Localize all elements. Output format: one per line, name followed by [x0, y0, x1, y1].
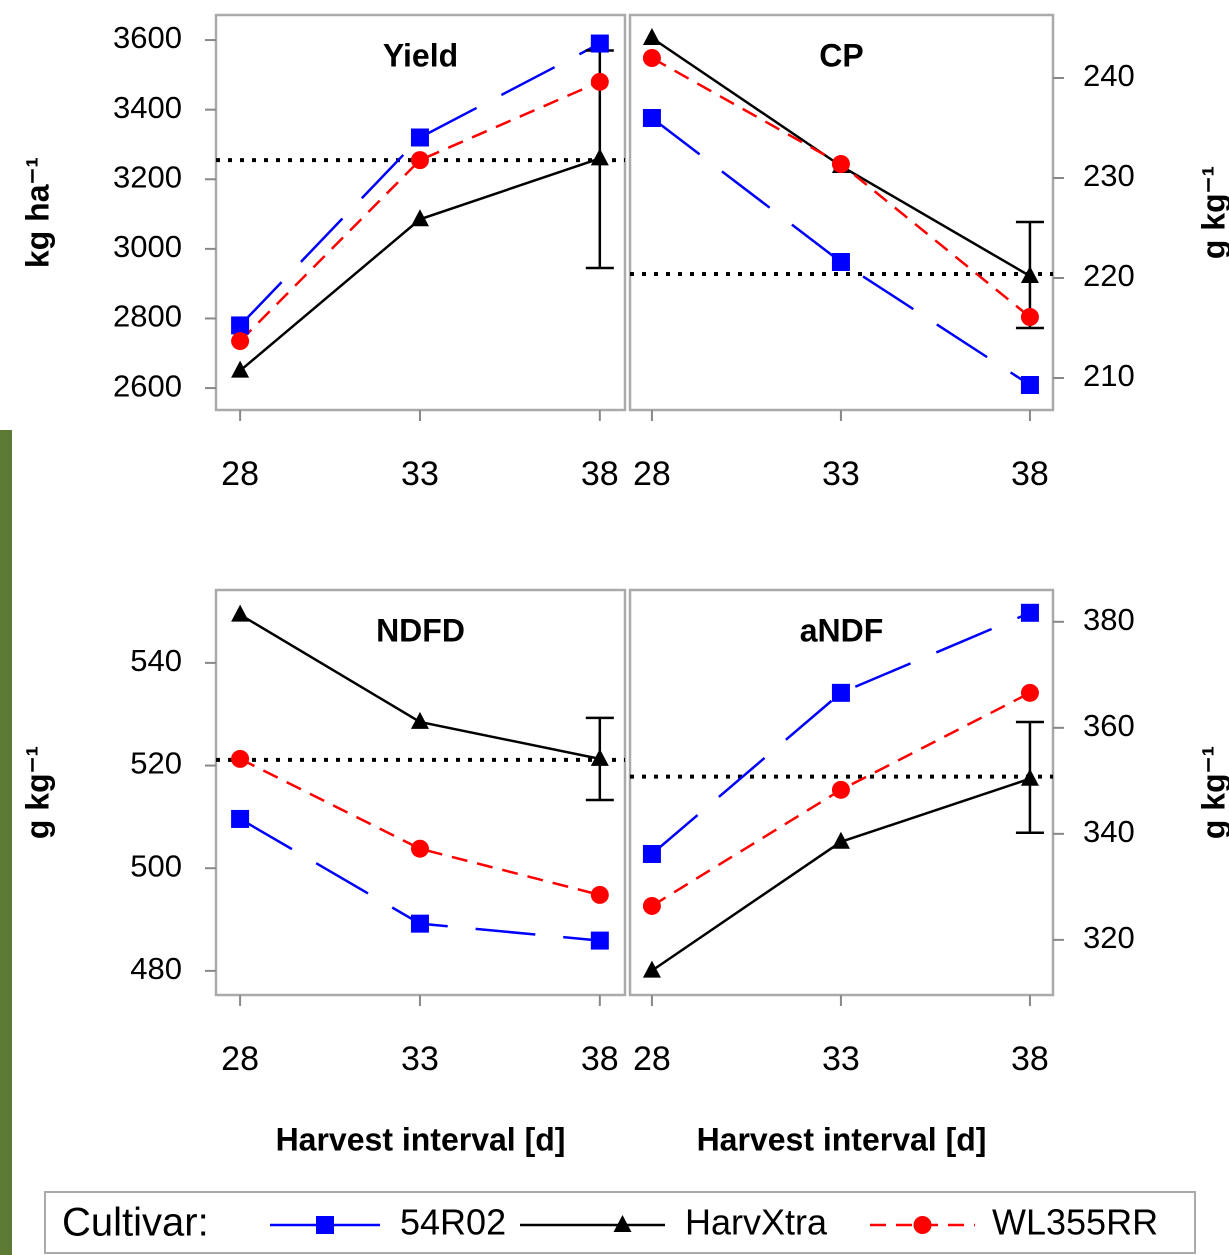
- x-tick-label: 38: [1011, 1040, 1049, 1078]
- marker: [231, 749, 250, 768]
- y-tick-label: 500: [130, 848, 182, 883]
- marker: [410, 711, 429, 729]
- plot-frame: [214, 588, 627, 997]
- y-tick-label: 240: [1083, 58, 1135, 93]
- marker: [1020, 768, 1039, 786]
- marker: [590, 748, 609, 766]
- x-tick-label: 28: [221, 1040, 259, 1078]
- marker: [642, 49, 661, 67]
- legend-marker: [316, 1216, 334, 1234]
- x-tick-label: 33: [822, 1040, 860, 1078]
- y-tick-label: 360: [1083, 708, 1135, 743]
- y-tick-label: 340: [1083, 814, 1135, 849]
- series-line: [651, 611, 1031, 855]
- marker: [1020, 308, 1039, 326]
- y-tick-label: 520: [130, 746, 182, 781]
- marker: [1020, 376, 1039, 394]
- marker: [231, 604, 250, 622]
- marker: [231, 360, 250, 378]
- series-line: [239, 757, 601, 897]
- marker: [231, 332, 250, 351]
- x-tick-label: 38: [581, 455, 619, 493]
- marker: [642, 109, 661, 127]
- y-tick-label: 540: [130, 643, 182, 678]
- x-tick-label: 33: [401, 1040, 439, 1078]
- y-tick-label: 3000: [113, 229, 182, 264]
- marker: [831, 831, 850, 849]
- y-tick-label: 230: [1083, 158, 1135, 193]
- marker: [642, 28, 661, 45]
- x-tick-label: 33: [401, 455, 439, 493]
- legend-label: WL355RR: [992, 1202, 1158, 1243]
- legend-marker: [613, 1215, 632, 1232]
- y-tick-label: 220: [1083, 258, 1135, 293]
- y-tick-label: 3400: [113, 90, 182, 125]
- marker: [590, 885, 609, 904]
- marker: [642, 896, 661, 915]
- legend-marker: [913, 1216, 932, 1234]
- y2-axis-title: g kg⁻¹: [1195, 166, 1229, 259]
- x-axis-title: Harvest interval [d]: [276, 1121, 566, 1157]
- marker: [410, 839, 429, 858]
- marker: [410, 128, 429, 147]
- series-line: [239, 157, 601, 372]
- marker: [231, 809, 250, 828]
- series-line: [651, 117, 1031, 387]
- marker: [410, 209, 429, 227]
- y-tick-label: 3200: [113, 159, 182, 194]
- marker: [231, 316, 250, 335]
- marker: [831, 155, 850, 173]
- panel-title: aNDF: [800, 612, 884, 648]
- marker: [590, 931, 609, 950]
- y-tick-label: 3600: [113, 20, 182, 55]
- x-tick-label: 28: [633, 1040, 671, 1078]
- panel-title: Yield: [383, 37, 458, 73]
- x-tick-label: 38: [1011, 455, 1049, 493]
- y-tick-label: 320: [1083, 920, 1135, 955]
- y-axis-title: g kg⁻¹: [19, 746, 55, 839]
- marker: [410, 151, 429, 170]
- marker: [590, 34, 609, 53]
- photo-edge: [0, 430, 12, 1255]
- y-tick-label: 210: [1083, 358, 1135, 393]
- marker: [642, 844, 661, 863]
- panel-title: CP: [819, 37, 863, 73]
- series-line: [239, 80, 601, 342]
- x-tick-label: 28: [221, 455, 259, 493]
- x-tick-label: 28: [633, 455, 671, 493]
- y-tick-label: 2600: [113, 368, 182, 403]
- marker: [1020, 266, 1039, 283]
- marker: [1020, 683, 1039, 702]
- legend-title: Cultivar:: [62, 1201, 209, 1245]
- marker: [831, 780, 850, 799]
- marker: [831, 683, 850, 702]
- legend-label: HarvXtra: [685, 1202, 828, 1243]
- y2-axis-title: g kg⁻¹: [1195, 746, 1229, 839]
- series-line: [239, 42, 601, 327]
- series-line: [651, 777, 1031, 972]
- series-line: [651, 56, 1031, 318]
- marker: [410, 914, 429, 933]
- plot-frame: [628, 13, 1055, 412]
- marker: [590, 148, 609, 166]
- marker: [642, 960, 661, 978]
- y-tick-label: 2800: [113, 299, 182, 334]
- x-tick-label: 33: [822, 455, 860, 493]
- series-line: [651, 691, 1031, 908]
- y-axis-title: kg ha⁻¹: [19, 157, 55, 268]
- panel-title: NDFD: [376, 612, 465, 648]
- marker: [590, 72, 609, 91]
- y-tick-label: 480: [130, 951, 182, 986]
- marker: [1020, 603, 1039, 622]
- legend-label: 54R02: [400, 1202, 506, 1243]
- x-axis-title: Harvest interval [d]: [697, 1121, 987, 1157]
- y-tick-label: 380: [1083, 602, 1135, 637]
- marker: [831, 253, 850, 271]
- x-tick-label: 38: [581, 1040, 619, 1078]
